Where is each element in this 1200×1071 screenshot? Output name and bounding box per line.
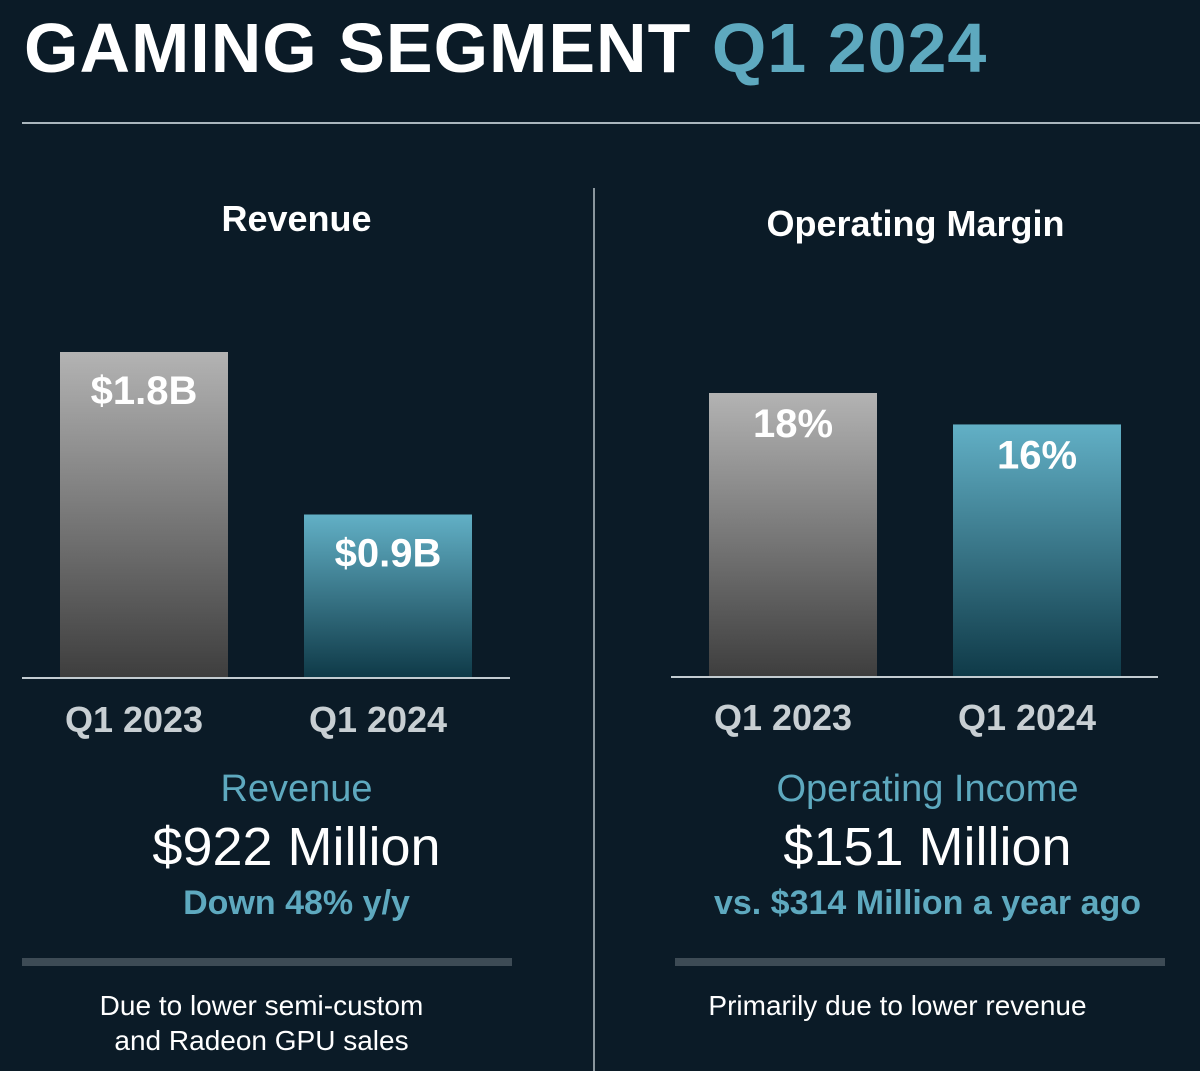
margin-bar-2 — [953, 424, 1121, 676]
revenue-metric-value: $922 Million — [152, 817, 441, 877]
revenue-tick-label-1: Q1 2023 — [65, 699, 203, 740]
income-bottom-rule — [675, 958, 1165, 966]
revenue-bar-label-2: $0.9B — [335, 532, 442, 576]
title-accent: Q1 2024 — [711, 9, 988, 87]
title-main: GAMING SEGMENT — [24, 9, 692, 87]
revenue-bar-2 — [304, 514, 472, 677]
revenue-bar-label-1: $1.8B — [91, 369, 198, 413]
margin-tick-label-1: Q1 2023 — [714, 697, 852, 738]
income-explanation-line1: Primarily due to lower revenue — [708, 990, 1087, 1021]
page-title: GAMING SEGMENT Q1 2024 — [24, 8, 987, 88]
margin-chart: 18% Q1 2023 16% Q1 2024 — [671, 393, 1158, 738]
revenue-bottom-rule — [22, 958, 512, 966]
income-metric-note: vs. $314 Million a year ago — [713, 884, 1142, 922]
margin-bar-label-1: 18% — [753, 402, 833, 446]
revenue-explanation-line1: Due to lower semi-custom — [99, 990, 424, 1021]
revenue-tick-label-2: Q1 2024 — [309, 699, 447, 740]
revenue-metric-note: Down 48% y/y — [183, 884, 410, 922]
revenue-explanation-line2: and Radeon GPU sales — [114, 1025, 409, 1056]
margin-chart-title: Operating Margin — [766, 203, 1065, 244]
margin-bar-1 — [709, 393, 877, 676]
revenue-chart-title: Revenue — [221, 198, 372, 239]
revenue-chart: $1.8B Q1 2023 $0.9B Q1 2024 — [22, 352, 510, 740]
revenue-metric-label: Revenue — [220, 768, 373, 810]
income-explanation: Primarily due to lower revenue — [595, 988, 1200, 1023]
income-metric-label: Operating Income — [776, 768, 1079, 810]
title-divider — [22, 122, 1200, 124]
margin-tick-label-2: Q1 2024 — [958, 697, 1096, 738]
revenue-panel: Revenue $1.8B Q1 2023 $0.9B Q1 2024 Revenue… — [0, 0, 593, 1071]
margin-bar-label-2: 16% — [997, 433, 1077, 477]
panel-divider — [593, 188, 595, 1071]
revenue-bar-1 — [60, 352, 228, 677]
income-metric-value: $151 Million — [783, 817, 1072, 877]
operating-margin-panel: Operating Margin 18% Q1 2023 16% Q1 2024 Op… — [595, 0, 1200, 1071]
revenue-explanation: Due to lower semi-custom and Radeon GPU … — [0, 988, 558, 1058]
